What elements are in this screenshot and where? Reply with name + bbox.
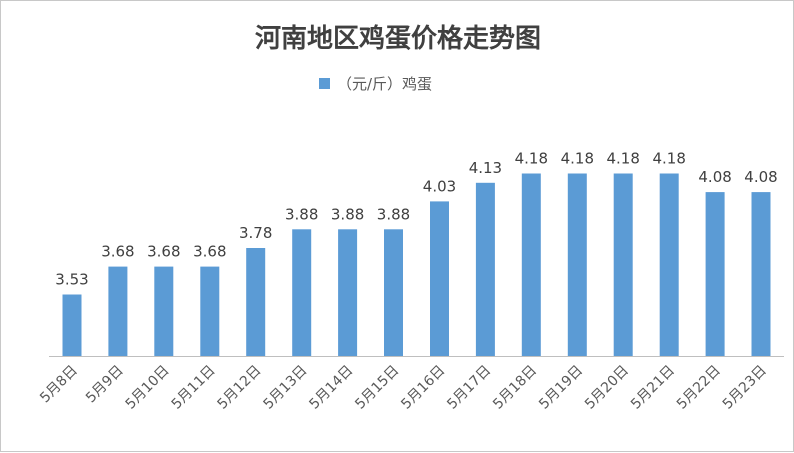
x-tick-label-12: 5月19日 [536, 363, 586, 413]
legend: （元/斤）鸡蛋 [319, 75, 432, 93]
bar-14 [659, 173, 679, 356]
data-label-13: 4.18 [606, 150, 639, 168]
data-label-4: 3.68 [193, 243, 226, 261]
data-label-15: 4.08 [698, 168, 731, 186]
data-label-12: 4.18 [561, 150, 594, 168]
x-tick-label-13: 5月20日 [582, 363, 632, 413]
data-label-3: 3.68 [147, 243, 180, 261]
data-label-5: 3.78 [239, 224, 272, 242]
x-tick-label-7: 5月14日 [306, 363, 356, 413]
bar-1 [62, 294, 82, 356]
bar-5 [246, 248, 266, 356]
x-tick-label-14: 5月21日 [628, 363, 678, 413]
x-tick-label-8: 5月15日 [352, 363, 402, 413]
x-tick-label-5: 5月12日 [215, 363, 265, 413]
bar-10 [475, 182, 495, 356]
bar-16 [751, 192, 771, 356]
data-label-10: 4.13 [469, 159, 502, 177]
chart-title: 河南地区鸡蛋价格走势图 [255, 23, 541, 54]
x-tick-label-15: 5月22日 [674, 363, 724, 413]
bar-13 [613, 173, 633, 356]
bar-2 [108, 266, 128, 356]
bar-6 [292, 229, 312, 356]
x-tick-label-group: 5月8日 5月9日5月10日5月11日5月12日5月13日5月14日5月15日5月… [37, 363, 770, 413]
data-label-16: 4.08 [744, 168, 777, 186]
legend-swatch [319, 78, 330, 89]
data-label-11: 4.18 [515, 150, 548, 168]
x-tick-label-2: 5月9日 [83, 363, 127, 407]
bar-3 [154, 266, 174, 356]
x-tick-label-4: 5月11日 [169, 363, 219, 413]
bar-group [62, 173, 771, 356]
bar-8 [384, 229, 403, 356]
x-tick-label-10: 5月17日 [444, 363, 494, 413]
data-label-14: 4.18 [652, 150, 685, 168]
legend-label: （元/斤）鸡蛋 [337, 75, 432, 93]
bar-4 [200, 266, 220, 356]
data-label-6: 3.88 [285, 205, 318, 223]
x-tick-label-6: 5月13日 [261, 363, 311, 413]
data-label-9: 4.03 [423, 177, 456, 195]
x-tick-label-16: 5月23日 [720, 363, 770, 413]
bar-15 [705, 192, 725, 356]
data-label-2: 3.68 [101, 243, 134, 261]
data-label-7: 3.88 [331, 205, 364, 223]
bar-9 [430, 201, 449, 356]
bar-7 [338, 229, 358, 356]
data-label-8: 3.88 [377, 205, 410, 223]
data-label-1: 3.53 [55, 271, 88, 289]
x-tick-label-3: 5月10日 [123, 363, 173, 413]
x-tick-label-11: 5月18日 [490, 363, 540, 413]
bar-11 [521, 173, 541, 356]
bar-12 [567, 173, 587, 356]
data-label-group: 3.53 3.68 3.68 3.68 3.78 3.88 3.88 3.88 4.03 4.13… [55, 150, 777, 289]
x-tick-label-1: 5月8日 [37, 363, 81, 407]
x-tick-label-9: 5月16日 [398, 363, 448, 413]
